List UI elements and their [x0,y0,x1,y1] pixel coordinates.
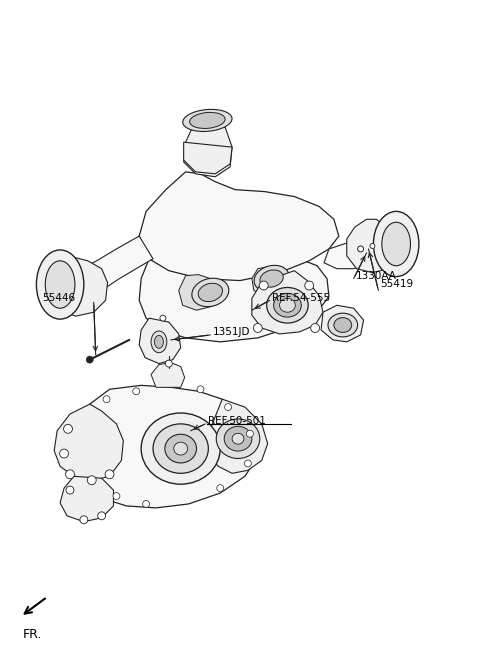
Text: REF.54-555: REF.54-555 [272,294,330,304]
Ellipse shape [217,485,224,491]
Ellipse shape [160,315,166,321]
Polygon shape [324,227,400,269]
Ellipse shape [254,265,289,292]
Polygon shape [139,318,180,363]
Ellipse shape [334,317,352,332]
Ellipse shape [259,281,268,290]
Ellipse shape [165,434,196,463]
Ellipse shape [373,212,419,277]
Ellipse shape [311,323,320,332]
Polygon shape [60,476,113,522]
Ellipse shape [80,516,88,524]
Ellipse shape [224,426,252,451]
Polygon shape [347,219,398,273]
Polygon shape [321,306,363,342]
Ellipse shape [232,433,244,444]
Ellipse shape [97,512,106,520]
Ellipse shape [105,470,114,479]
Ellipse shape [183,110,232,131]
Ellipse shape [190,112,225,129]
Ellipse shape [246,430,253,437]
Polygon shape [206,399,268,473]
Ellipse shape [36,250,84,319]
Ellipse shape [66,486,74,494]
Ellipse shape [133,388,140,395]
Ellipse shape [45,261,75,308]
Polygon shape [44,257,108,316]
Ellipse shape [260,270,283,287]
Ellipse shape [151,331,167,353]
Polygon shape [252,267,279,296]
Ellipse shape [113,493,120,499]
Polygon shape [60,236,153,296]
Polygon shape [54,404,123,480]
Text: 55419: 55419 [380,279,413,288]
Text: 1330AA: 1330AA [356,271,396,281]
Ellipse shape [358,246,363,252]
Ellipse shape [274,294,301,317]
Ellipse shape [143,501,150,507]
Ellipse shape [166,360,172,367]
Polygon shape [252,271,323,334]
Ellipse shape [141,413,220,484]
Polygon shape [67,386,258,508]
Ellipse shape [153,424,208,473]
Ellipse shape [174,442,188,455]
Ellipse shape [103,396,110,403]
Ellipse shape [216,419,260,459]
Ellipse shape [87,476,96,485]
Ellipse shape [86,356,93,363]
Ellipse shape [370,244,375,248]
Polygon shape [151,363,185,388]
Ellipse shape [155,336,163,348]
Ellipse shape [253,323,262,332]
Ellipse shape [225,403,231,411]
Ellipse shape [63,424,72,433]
Polygon shape [179,275,216,310]
Ellipse shape [197,386,204,393]
Ellipse shape [305,281,313,290]
Text: 1351JD: 1351JD [212,327,250,337]
Polygon shape [139,172,339,281]
Text: REF.50-501: REF.50-501 [208,416,266,426]
Polygon shape [184,142,232,174]
Polygon shape [139,256,329,342]
Ellipse shape [60,449,69,458]
Ellipse shape [66,470,74,479]
Ellipse shape [244,460,252,467]
Ellipse shape [267,288,308,323]
Ellipse shape [328,313,358,337]
Ellipse shape [192,278,229,307]
Ellipse shape [382,222,410,265]
Text: FR.: FR. [23,628,42,641]
Ellipse shape [198,283,223,302]
Polygon shape [184,120,232,177]
Ellipse shape [279,298,295,312]
Text: 55446: 55446 [42,294,75,304]
